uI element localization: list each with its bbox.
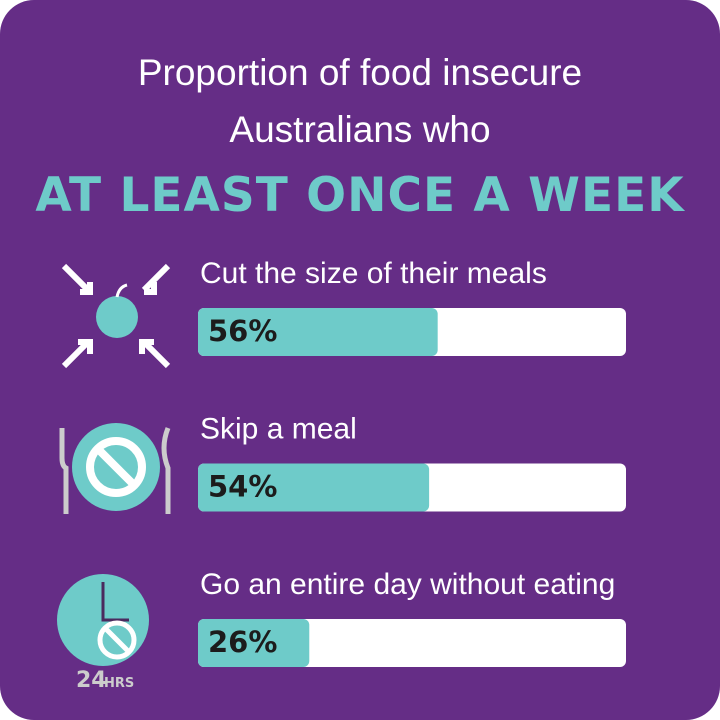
clock-icon: 24 HRS xyxy=(57,574,149,693)
icon-label: HRS xyxy=(104,676,134,691)
bar xyxy=(198,308,438,356)
category-label: Cut the size of their meals xyxy=(200,257,547,290)
bar xyxy=(198,463,430,512)
bar xyxy=(198,619,310,667)
category-label: Go an entire day without eating xyxy=(200,568,615,601)
subtitle: AT LEAST ONCE A WEEK xyxy=(35,168,685,223)
value-label: 26% xyxy=(208,625,277,659)
plate-icon xyxy=(59,423,171,514)
value-label: 56% xyxy=(208,314,277,348)
apple-icon xyxy=(61,263,171,369)
title: Proportion of food insecure Australians … xyxy=(137,52,583,150)
category-label: Skip a meal xyxy=(200,412,357,445)
icon-label: 24 xyxy=(76,668,107,693)
value-label: 54% xyxy=(208,470,277,504)
